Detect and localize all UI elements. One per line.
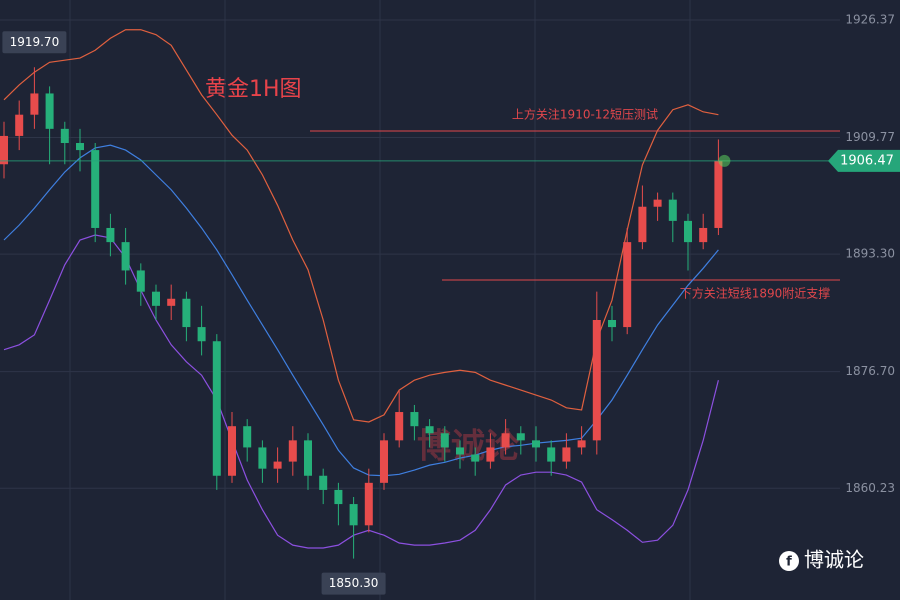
- plot-layer: [0, 0, 840, 600]
- candle-body: [91, 150, 100, 228]
- candle-body: [380, 440, 388, 483]
- watermark-icon: [779, 551, 799, 571]
- high-marker-label: 1919.70: [10, 35, 60, 49]
- candle-body: [364, 482, 373, 526]
- candle-body: [15, 114, 24, 136]
- candle-body: [212, 341, 221, 476]
- candle-body: [273, 461, 282, 469]
- candle-body: [608, 320, 616, 328]
- chart-title: 黄金1H图: [205, 77, 302, 102]
- candle-body: [440, 433, 449, 448]
- candle-body: [547, 447, 556, 462]
- candle-body: [304, 440, 312, 476]
- candle-body: [167, 298, 176, 306]
- candle-body: [288, 440, 297, 462]
- candle-body: [623, 242, 632, 328]
- candle-body: [501, 433, 510, 448]
- candle-body: [45, 93, 54, 129]
- candle-body: [486, 447, 495, 462]
- candle-body: [471, 454, 480, 462]
- candle-body: [76, 143, 84, 151]
- candle-body: [425, 426, 434, 434]
- y-tick-label: 1860.23: [845, 481, 895, 495]
- watermark-icon-glyph: f: [786, 555, 792, 570]
- low-marker-label: 1850.30: [329, 576, 379, 590]
- level-label: 下方关注短线1890附近支撑: [680, 286, 831, 301]
- candle-body: [121, 242, 130, 271]
- candle-body: [30, 93, 39, 115]
- candle-body: [653, 199, 662, 207]
- candle-body: [592, 320, 601, 441]
- candle-body: [258, 447, 267, 469]
- candle-body: [197, 327, 206, 342]
- candle-body: [182, 298, 191, 328]
- y-tick-label: 1926.37: [845, 13, 895, 27]
- candle-body: [136, 270, 145, 292]
- candle-body: [577, 440, 586, 448]
- candle-body: [714, 160, 723, 228]
- candle-body: [334, 489, 343, 505]
- last-price-tag: [828, 149, 900, 172]
- watermark-corner: 博诚论: [804, 548, 864, 572]
- candle-body: [395, 412, 404, 441]
- candle-body: [638, 206, 647, 243]
- candle-body: [699, 227, 708, 243]
- high-marker-box: [2, 31, 67, 54]
- candle-body: [228, 426, 236, 476]
- candle-body: [0, 135, 8, 165]
- candle-body: [243, 426, 252, 448]
- candle-body: [349, 504, 358, 526]
- y-tick-label: 1893.30: [845, 247, 895, 261]
- candle-body: [410, 412, 419, 427]
- candle-body: [532, 440, 540, 448]
- candle-body: [516, 433, 525, 441]
- candle-body: [152, 291, 160, 306]
- candle-body: [562, 447, 571, 462]
- y-tick-label: 1909.77: [845, 130, 895, 144]
- candle-body: [319, 475, 328, 490]
- candle-body: [684, 220, 692, 243]
- y-tick-label: 1876.70: [845, 364, 895, 378]
- candle-body: [456, 447, 464, 455]
- candle-body: [60, 128, 69, 144]
- level-label: 上方关注1910-12短压测试: [512, 106, 658, 121]
- candle-body: [106, 227, 115, 243]
- low-marker-box: [321, 572, 386, 595]
- last-price-glow: [718, 154, 731, 167]
- candle-body: [668, 199, 677, 221]
- last-price-label: 1906.47: [840, 153, 894, 168]
